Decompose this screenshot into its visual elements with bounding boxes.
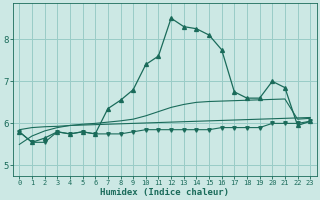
X-axis label: Humidex (Indice chaleur): Humidex (Indice chaleur)	[100, 188, 229, 197]
